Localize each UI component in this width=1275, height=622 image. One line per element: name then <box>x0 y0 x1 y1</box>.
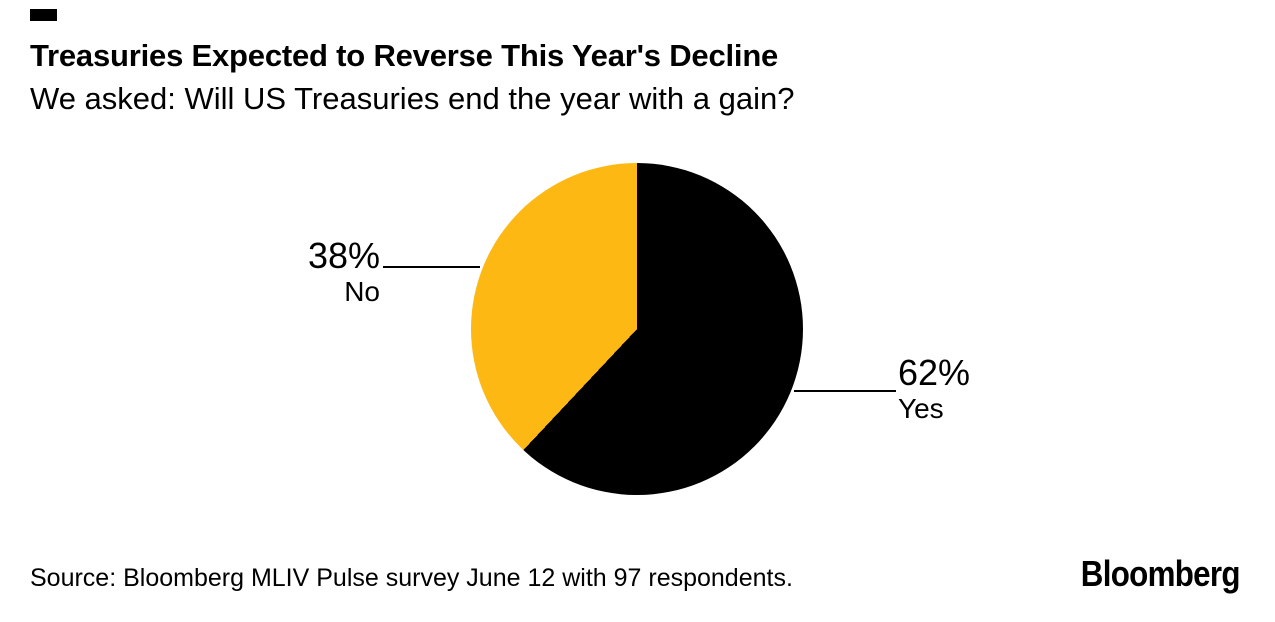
callout-no: 38% No <box>308 237 380 307</box>
callout-yes: 62% Yes <box>898 354 970 424</box>
callout-line-yes <box>794 390 896 392</box>
callout-no-label: No <box>344 276 380 307</box>
chart-title: Treasuries Expected to Reverse This Year… <box>30 38 779 73</box>
chart-subtitle: We asked: Will US Treasuries end the yea… <box>30 81 795 116</box>
source-note: Source: Bloomberg MLIV Pulse survey June… <box>30 564 793 592</box>
callout-line-no <box>383 266 480 268</box>
callout-yes-label: Yes <box>898 393 944 424</box>
callout-yes-percent: 62% <box>898 352 971 393</box>
callout-no-percent: 38% <box>307 235 380 276</box>
bloomberg-logo: Bloomberg <box>1080 553 1241 594</box>
bloomberg-tick-mark <box>30 9 57 21</box>
pie-chart <box>471 163 803 495</box>
